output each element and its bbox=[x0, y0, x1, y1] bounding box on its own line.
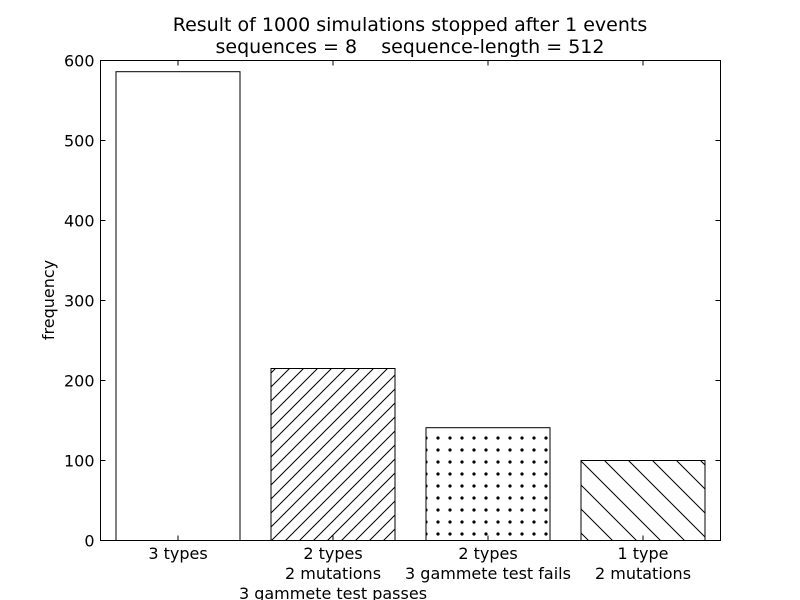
x-tick-label-2-line-2: 2 mutations bbox=[285, 564, 381, 583]
y-tick-label-500: 500 bbox=[64, 132, 95, 151]
plot-frame bbox=[100, 60, 721, 541]
y-tick-label-400: 400 bbox=[64, 212, 95, 231]
x-tick-label-4-line-2: 2 mutations bbox=[595, 564, 691, 583]
x-tick-label-2-line-1: 2 types bbox=[303, 544, 362, 563]
y-tick-label-600: 600 bbox=[64, 52, 95, 71]
bar-1 bbox=[116, 71, 240, 541]
bar-3-hatch bbox=[426, 427, 550, 541]
y-tick-label-0: 0 bbox=[84, 532, 94, 551]
x-tick-label-3-line-2: 3 gammete test fails bbox=[405, 564, 571, 583]
chart-title: Result of 1000 simulations stopped after… bbox=[173, 14, 648, 36]
y-axis-label: frequency bbox=[39, 260, 58, 340]
x-tick-label-1-line-1: 3 types bbox=[148, 544, 207, 563]
y-tick-label-100: 100 bbox=[64, 452, 95, 471]
x-tick-label-3-line-1: 2 types bbox=[458, 544, 517, 563]
chart-subtitle: sequences = 8 sequence-length = 512 bbox=[216, 36, 605, 58]
bar-4-hatch bbox=[581, 460, 705, 541]
y-tick-label-200: 200 bbox=[64, 372, 95, 391]
y-tick-label-300: 300 bbox=[64, 292, 95, 311]
x-tick-label-4-line-1: 1 type bbox=[617, 544, 668, 563]
x-tick-label-2-line-3: 3 gammete test passes bbox=[239, 584, 427, 600]
bar-2-hatch bbox=[271, 368, 395, 541]
